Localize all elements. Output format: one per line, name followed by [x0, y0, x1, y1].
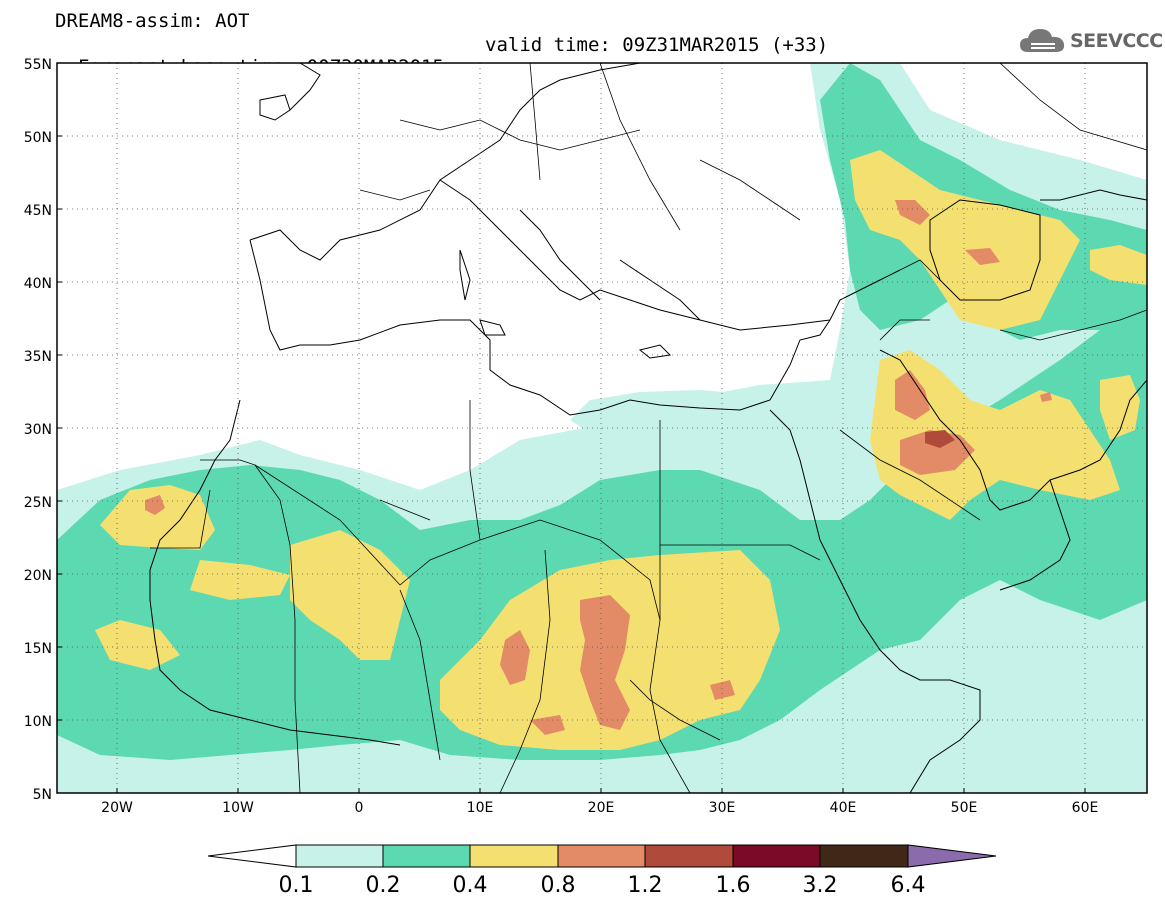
colorbar-segment — [382, 844, 471, 868]
colorbar-label: 3.2 — [803, 873, 838, 898]
lon-label: 60E — [1072, 800, 1099, 816]
contour-level-1.2 — [925, 430, 955, 448]
colorbar-label: 6.4 — [891, 873, 926, 898]
colorbar-segment-above — [907, 844, 997, 868]
colorbar-label: 0.1 — [279, 873, 314, 898]
lon-label: 20E — [588, 800, 615, 816]
lon-label: 10E — [467, 800, 494, 816]
lat-label: 30N — [24, 422, 52, 438]
lon-label: 50E — [951, 800, 978, 816]
lon-label: 30E — [709, 800, 736, 816]
lat-label: 35N — [24, 349, 52, 365]
colorbar-segment — [819, 844, 909, 868]
colorbar-label: 0.8 — [541, 873, 576, 898]
colorbar-segment — [732, 844, 821, 868]
lat-lon-grid — [57, 63, 1147, 793]
lat-label: 5N — [33, 787, 52, 803]
lon-label: 0 — [355, 800, 364, 816]
colorbar-labels: 0.1 0.2 0.4 0.8 1.2 1.6 3.2 6.4 — [279, 873, 926, 898]
colorbar-segment-below — [207, 844, 297, 868]
colorbar-label: 1.6 — [716, 873, 751, 898]
seevccc-logo: SEEVCCC — [1018, 22, 1163, 58]
colorbar-segment — [557, 844, 646, 868]
coastlines — [149, 63, 1147, 793]
valid-time-text: valid time: 09Z31MAR2015 (+33) — [485, 34, 829, 56]
lat-label: 40N — [24, 276, 52, 292]
lat-label: 45N — [24, 203, 52, 219]
cloud-icon — [1020, 29, 1065, 52]
lon-label: 10W — [222, 800, 254, 816]
lon-label: 20W — [101, 800, 133, 816]
contour-level-0.8 — [145, 200, 1052, 735]
map-plot-area — [57, 63, 1147, 793]
borders — [150, 63, 1147, 793]
lat-label: 55N — [24, 57, 52, 73]
colorbar — [207, 844, 997, 868]
map-title: DREAM8-assim: AOT — [55, 10, 250, 32]
axis-ticks — [57, 135, 1086, 793]
colorbar-label: 0.2 — [366, 873, 401, 898]
lon-label: 40E — [830, 800, 857, 816]
lat-label: 50N — [24, 130, 52, 146]
logo-text: SEEVCCC — [1070, 30, 1163, 52]
latitude-labels: 55N 50N 45N 40N 35N 30N 25N 20N 15N 10N … — [24, 57, 52, 803]
colorbar-segment — [469, 844, 559, 868]
lat-label: 15N — [24, 641, 52, 657]
longitude-labels: 20W 10W 0 10E 20E 30E 40E 50E 60E — [101, 800, 1098, 816]
contour-level-0.4 — [95, 150, 1147, 750]
lat-label: 10N — [24, 714, 52, 730]
lat-label: 20N — [24, 568, 52, 584]
lat-label: 25N — [24, 495, 52, 511]
colorbar-segment — [644, 844, 734, 868]
colorbar-segment — [295, 844, 384, 868]
colorbar-label: 1.2 — [628, 873, 663, 898]
colorbar-label: 0.4 — [453, 873, 488, 898]
